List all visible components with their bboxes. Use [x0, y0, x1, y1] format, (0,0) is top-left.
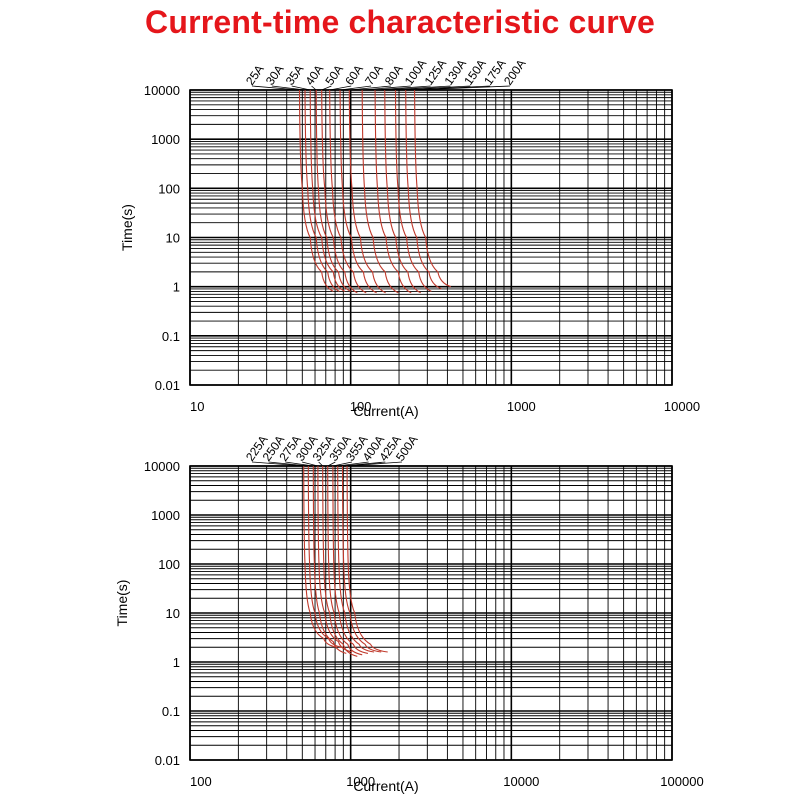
- series-line: [307, 465, 342, 648]
- plot-frame: [189, 465, 673, 761]
- series-leader-line: [251, 461, 304, 467]
- series-line: [312, 465, 347, 654]
- y-tick-label: 1: [173, 655, 180, 670]
- series-line: [339, 89, 377, 294]
- series-line: [341, 465, 382, 653]
- series-line: [329, 89, 367, 294]
- series-leader-line: [337, 461, 369, 467]
- series-leader-line: [375, 85, 431, 91]
- series-line: [322, 465, 358, 657]
- y-tick-label: 0.1: [162, 329, 180, 344]
- series-line: [394, 89, 432, 292]
- x-tick-label: 100000: [660, 774, 703, 789]
- y-tick-label: 1: [173, 280, 180, 295]
- series-leader-line: [301, 461, 318, 467]
- series-leader-line: [362, 85, 411, 91]
- y-tick-label: 10000: [144, 83, 180, 98]
- series-leader-line: [329, 85, 352, 91]
- series-leader-line: [340, 85, 372, 91]
- series-line: [309, 89, 346, 292]
- series-leader-line: [271, 85, 306, 91]
- page-title: Current-time characteristic curve: [145, 4, 655, 40]
- y-tick-label: 100: [158, 557, 180, 572]
- series-leader-line: [332, 461, 353, 467]
- series-leader-line: [311, 85, 317, 91]
- y-tick-label: 10: [166, 231, 180, 246]
- series-line: [332, 465, 369, 654]
- series-line: [374, 89, 412, 294]
- x-tick-label: 1000: [507, 399, 536, 414]
- plot-frame: [189, 89, 673, 386]
- series-line: [346, 465, 388, 653]
- y-tick-label: 1000: [151, 508, 180, 523]
- x-axis-label: Current(A): [353, 403, 418, 419]
- series-leader-line: [405, 85, 491, 91]
- x-tick-label: 100: [350, 399, 372, 414]
- series-line: [298, 89, 334, 292]
- series-leader-line: [395, 85, 471, 91]
- x-tick-label: 10: [190, 399, 204, 414]
- x-axis-label: Current(A): [353, 778, 418, 794]
- y-tick-label: 10: [166, 606, 180, 621]
- y-tick-label: 0.01: [155, 378, 180, 393]
- series-line: [303, 465, 337, 648]
- series-leader-line: [342, 461, 386, 467]
- series-leader-line: [384, 85, 451, 91]
- x-tick-label: 100: [190, 774, 212, 789]
- y-tick-label: 0.1: [162, 704, 180, 719]
- chart-top: 0.01 0.1 1 10 100 1000 10000 10 100 1000 10000 Curr…: [119, 57, 700, 419]
- y-axis-label: Time(s): [114, 580, 130, 627]
- x-tick-label: 10000: [503, 774, 539, 789]
- series-leader-line: [414, 85, 511, 91]
- y-tick-label: 100: [158, 181, 180, 196]
- series-line: [405, 89, 442, 290]
- series-leader-line: [285, 461, 314, 467]
- series-line: [361, 89, 399, 294]
- series-leader-line: [327, 461, 336, 467]
- series-leader-line: [321, 85, 332, 91]
- series-leader-line: [349, 85, 391, 91]
- series-line: [315, 89, 351, 292]
- y-tick-label: 1000: [151, 132, 180, 147]
- grid: [189, 465, 673, 761]
- series-line: [304, 89, 340, 292]
- series-leader-line: [251, 85, 300, 91]
- series-leader-line: [268, 461, 309, 467]
- series-line: [384, 89, 421, 294]
- y-tick-label: 10000: [144, 459, 180, 474]
- series-line: [321, 89, 358, 294]
- series-line: [348, 89, 386, 294]
- x-tick-label: 1000: [346, 774, 375, 789]
- series-line: [327, 465, 363, 656]
- series-leader-line: [291, 85, 311, 91]
- y-tick-label: 0.01: [155, 753, 180, 768]
- series-leader-line: [347, 461, 403, 467]
- series-line: [414, 89, 451, 288]
- y-axis-label: Time(s): [119, 204, 135, 251]
- x-tick-label: 10000: [664, 399, 700, 414]
- series-line: [317, 465, 353, 653]
- grid: [189, 89, 673, 386]
- series-line: [337, 465, 375, 653]
- series-leader-line: [318, 461, 324, 467]
